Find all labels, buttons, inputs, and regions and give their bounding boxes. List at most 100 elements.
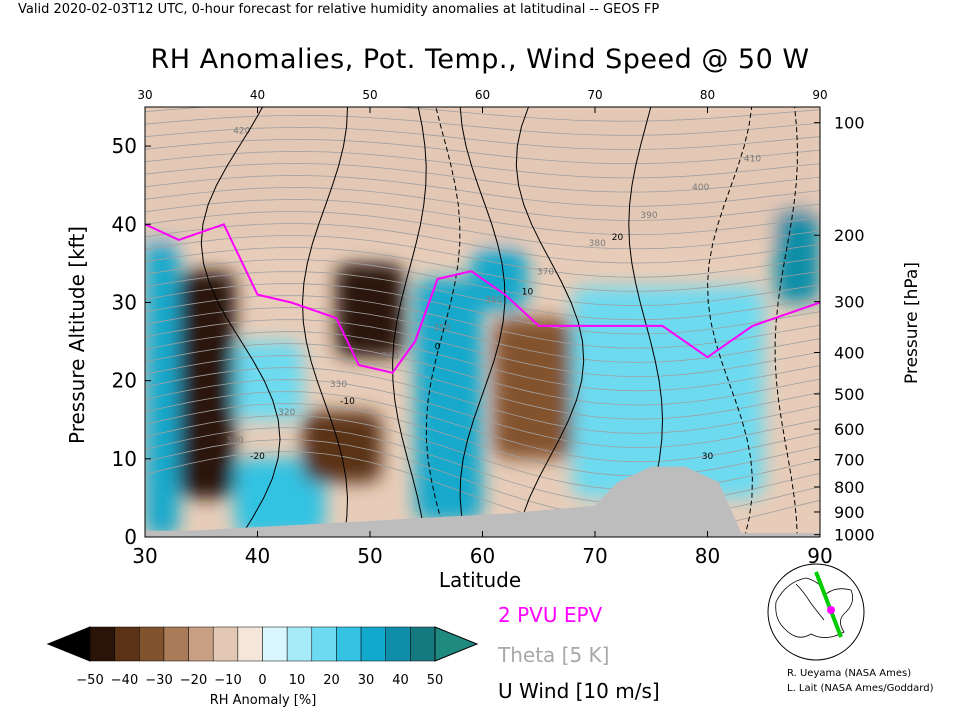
theta-label-300: 300 [226, 436, 243, 446]
uwind-contour-5 [515, 107, 585, 537]
colorbar-cell-0 [89, 626, 115, 662]
x-top-tick-label-30: 30 [137, 88, 152, 102]
rh-region-10 [572, 286, 764, 498]
uwind-label-0: -20 [250, 452, 265, 462]
chart-title: RH Anomalies, Pot. Temp., Wind Speed @ 5… [150, 44, 810, 75]
theta-contour-11 [145, 319, 820, 378]
theta-contour-14 [145, 283, 820, 335]
rh-region-5 [302, 411, 382, 483]
credit-2: L. Lait (NASA Ames/Goddard) [787, 683, 934, 694]
rh-region-7 [415, 279, 483, 522]
x-tick-label-80: 80 [695, 544, 720, 568]
theta-contour-4 [145, 403, 820, 477]
p-tick-label-500: 500 [834, 385, 865, 404]
locator-map-circle [767, 563, 865, 661]
colorbar-cell-6 [237, 626, 263, 662]
colorbar-tick-0: 0 [258, 673, 266, 688]
legend-epv: 2 PVU EPV [498, 603, 603, 627]
y-tick-label-0: 0 [124, 525, 137, 549]
colorbar-cell-7 [262, 626, 288, 662]
uwind-contour-6 [628, 107, 664, 537]
x-axis-label: Latitude [439, 568, 521, 592]
theta-contour-19 [145, 223, 820, 264]
uwind-label-4: 20 [612, 233, 624, 243]
forecast-header: Valid 2020-02-03T12 UTC, 0-hour forecast… [18, 2, 660, 17]
theta-contour-10 [145, 331, 820, 392]
colorbar-tick-10: 10 [289, 673, 306, 688]
colorbar-tick--20: −20 [180, 673, 207, 688]
theta-contour-6 [145, 379, 820, 449]
x-tick-label-30: 30 [132, 544, 157, 568]
y-tick-label-20: 20 [112, 369, 137, 393]
colorbar-tick--10: −10 [214, 673, 241, 688]
theta-label-330: 330 [330, 380, 347, 390]
colorbar-cell-1 [114, 626, 140, 662]
p-tick-label-100: 100 [834, 114, 865, 133]
theta-label-340: 340 [382, 352, 399, 362]
p-tick-label-400: 400 [834, 343, 865, 362]
colorbar-cell-11 [360, 626, 386, 662]
theta-contour-27 [145, 126, 820, 150]
terrain-shape [145, 466, 820, 537]
theta-contour-26 [145, 138, 820, 165]
theta-contour-22 [145, 187, 820, 221]
theta-contour-5 [145, 391, 820, 463]
x-top-tick-label-80: 80 [700, 88, 715, 102]
colorbar-tick--50: −50 [76, 673, 103, 688]
theta-label-380: 380 [589, 239, 606, 249]
y-axis-label-left: Pressure Altitude [kft] [65, 226, 89, 444]
colorbar-tick-40: 40 [392, 673, 409, 688]
locator-coastline [775, 577, 854, 638]
theta-label-360: 360 [485, 295, 502, 305]
uwind-label-5: 30 [702, 452, 714, 462]
p-tick-label-700: 700 [834, 451, 865, 470]
colorbar-tick--30: −30 [145, 673, 172, 688]
uwind-contour-8 [774, 107, 798, 537]
locator-point [827, 606, 835, 614]
uwind-contour-7 [707, 107, 753, 537]
y-tick-label-30: 30 [112, 290, 137, 314]
p-tick-label-200: 200 [834, 226, 865, 245]
locator-section-line [814, 571, 843, 638]
uwind-contour-1 [301, 107, 349, 537]
colorbar-tick-30: 30 [358, 673, 375, 688]
uwind-label-1: -10 [340, 397, 355, 407]
uwind-contour-4 [459, 107, 506, 537]
uwind-contour-0 [200, 107, 281, 537]
colorbar-cell-4 [188, 626, 214, 662]
y-tick-label-10: 10 [112, 447, 137, 471]
colorbar-cell-5 [212, 626, 239, 662]
locator-coastline-2 [795, 583, 825, 621]
theta-contour-23 [145, 175, 820, 207]
colorbar-cell-10 [336, 626, 362, 662]
p-tick-label-600: 600 [834, 420, 865, 439]
x-tick-label-70: 70 [582, 544, 607, 568]
p-tick-label-1000: 1000 [834, 526, 875, 545]
theta-contour-18 [145, 235, 820, 278]
y-axis-label-right: Pressure [hPa] [902, 262, 922, 384]
p-tick-label-900: 900 [834, 503, 865, 522]
rh-region-0 [145, 224, 179, 537]
theta-label-320: 320 [278, 408, 295, 418]
y-tick-label-50: 50 [112, 134, 137, 158]
rh-region-6 [336, 263, 404, 358]
theta-label-390: 390 [640, 211, 657, 221]
colorbar-cell-9 [311, 626, 337, 662]
x-tick-label-60: 60 [470, 544, 495, 568]
x-top-tick-label-50: 50 [362, 88, 377, 102]
rh-region-9 [493, 318, 573, 459]
legend-uwind: U Wind [10 m/s] [498, 679, 660, 703]
theta-label-420: 420 [233, 127, 250, 137]
colorbar-arrow-right [434, 626, 479, 662]
p-tick-label-800: 800 [834, 478, 865, 497]
rh-region-8 [471, 247, 528, 311]
theta-label-370: 370 [537, 267, 554, 277]
y-tick-label-40: 40 [112, 212, 137, 236]
x-tick-label-50: 50 [357, 544, 382, 568]
locator-map [767, 563, 865, 661]
p-tick-label-300: 300 [834, 293, 865, 312]
uwind-contour-3 [425, 107, 461, 537]
theta-contour-16 [145, 259, 820, 307]
